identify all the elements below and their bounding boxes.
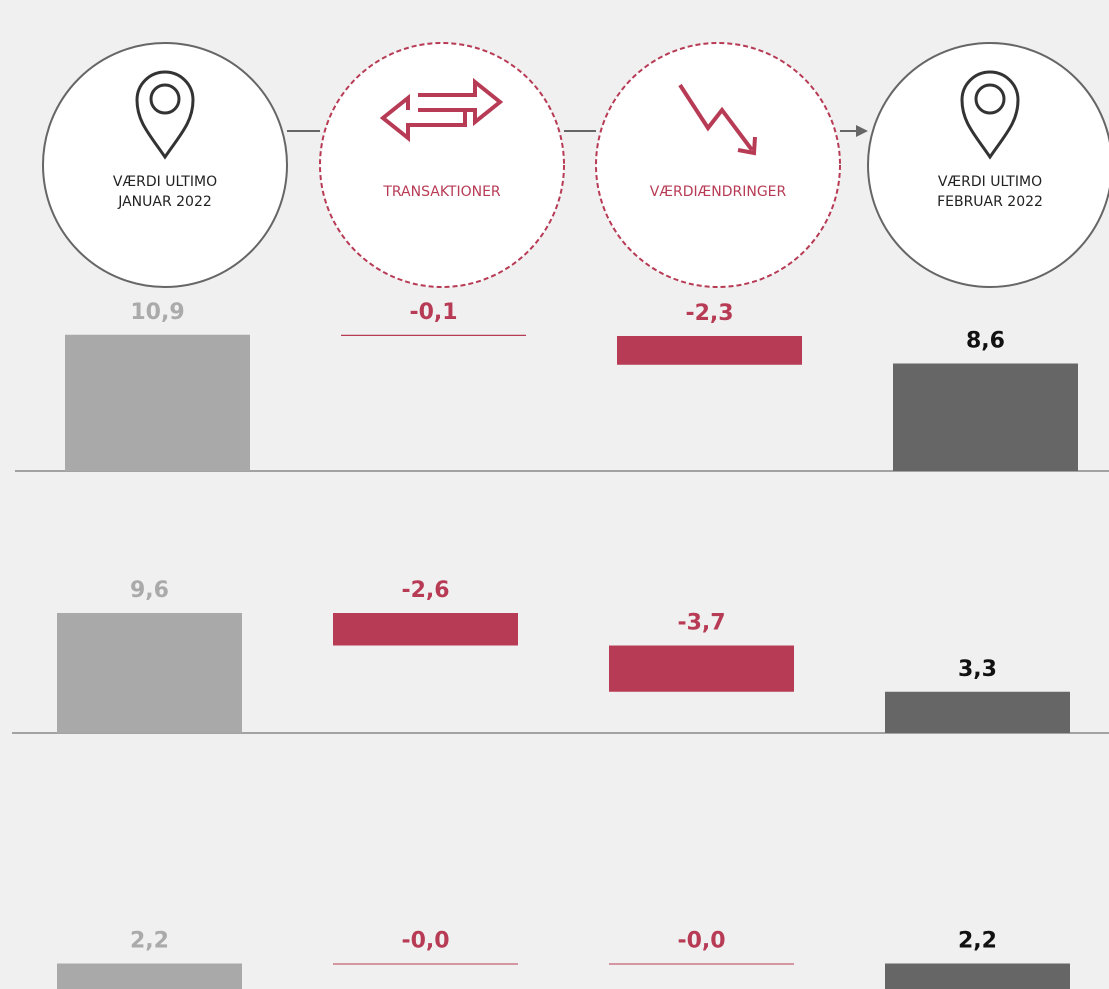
bar: [609, 645, 794, 692]
pin-icon: [960, 70, 1020, 160]
bar: [333, 613, 518, 646]
value-label: -2,3: [685, 301, 733, 326]
bar: [885, 963, 1070, 989]
bar: [617, 336, 802, 365]
pin-icon: [135, 70, 195, 160]
step-label: JANUAR 2022: [117, 194, 212, 210]
step-label: FEBRUAR 2022: [937, 194, 1043, 210]
value-label: -0,0: [677, 929, 725, 954]
arrowhead: [856, 125, 868, 137]
value-label: 8,6: [966, 329, 1005, 354]
bar: [57, 613, 242, 733]
value-label: -2,6: [401, 578, 449, 603]
step-label: VÆRDI ULTIMO: [113, 174, 217, 190]
value-label: -0,0: [401, 929, 449, 954]
exchange-icon: [379, 77, 504, 143]
value-label: 2,2: [130, 929, 169, 954]
step-label: TRANSAKTIONER: [382, 184, 501, 200]
value-label: -3,7: [677, 611, 725, 636]
header-connectors: [287, 125, 868, 137]
step-circle: [42, 42, 288, 288]
value-label: 9,6: [130, 578, 169, 603]
step-label: VÆRDIÆNDRINGER: [650, 184, 787, 200]
value-label: 3,3: [958, 657, 997, 682]
bar: [893, 363, 1078, 471]
bar: [341, 334, 526, 336]
value-label: 2,2: [958, 929, 997, 954]
step-circle: [319, 42, 565, 288]
bar: [333, 963, 518, 965]
step-label: VÆRDI ULTIMO: [938, 174, 1042, 190]
value-label: -0,1: [409, 300, 457, 325]
bar: [885, 691, 1070, 733]
bar: [57, 963, 242, 989]
step-circle: [867, 42, 1109, 288]
step-circle: [595, 42, 841, 288]
bar: [65, 334, 250, 471]
bar: [609, 963, 794, 965]
value-label: 10,9: [130, 300, 184, 325]
trend-down-icon: [678, 83, 757, 156]
